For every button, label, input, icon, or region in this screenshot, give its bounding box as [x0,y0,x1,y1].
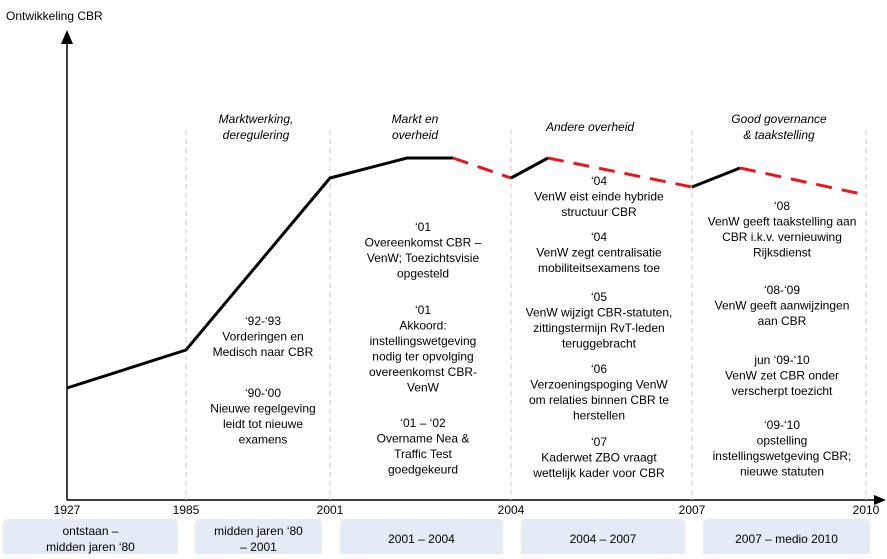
phase-label: 2001 – 2004 [388,532,455,546]
event-text: herstellen [573,409,625,423]
event-text: ‘01 – ‘02 [400,416,446,430]
period-label: Markt en [392,112,439,126]
event-text: Verzoeningspoging VenW [530,378,668,392]
event-text: ‘07 [591,435,607,449]
event-text: VenW; Toezichtsvisie [367,251,480,265]
trend-line [66,156,867,390]
event-text: VenW geeft aanwijzingen [715,299,850,313]
event-text: ‘01 [415,303,431,317]
period-label: overheid [392,128,438,142]
event-text: VenW zet CBR onder [725,369,839,383]
event-text: om relaties binnen CBR te [529,393,669,407]
year-label: 1985 [173,503,200,517]
phase-box [340,519,503,559]
event-text: Akkoord: [399,319,446,333]
event-text: VenW geeft taakstelling aan [708,215,857,229]
event-text: instellingswetgeving CBR; [713,449,852,463]
period-label: Good governance [731,112,827,126]
event-text: structuur CBR [561,205,637,219]
y-arrow [61,30,73,44]
event-text: aan CBR [758,314,807,328]
event-text: CBR i.k.v. vernieuwing [722,230,842,244]
event-text: VenW eist einde hybride [534,190,664,204]
phase-box [521,519,685,559]
event-text: nodig ter opvolging [372,350,473,364]
event-text: ‘09-‘10 [764,418,800,432]
event-text: ‘92-‘93 [245,314,281,328]
event-text: wettelijk kader voor CBR [532,466,665,480]
event-text: VenW zegt centralisatie [536,246,662,260]
period-label: & taakstelling [743,128,815,142]
phase-box [3,519,178,559]
event-text: Vorderingen en [222,330,303,344]
event-text: Rijksdienst [753,246,812,260]
event-text: VenW wijzigt CBR-statuten, [526,306,673,320]
event-text: ‘04 [591,230,607,244]
event-text: VenW [407,381,440,395]
event-text: opstelling [757,434,808,448]
event-text: overeenkomst CBR- [369,365,477,379]
period-label: Marktwerking, [219,112,294,126]
event-text: nieuwe statuten [740,465,824,479]
event-text: jun ‘09-‘10 [753,353,810,367]
period-label: Andere overheid [545,120,634,134]
event-text: Overeenkomst CBR – [365,236,482,250]
phase-label: – 2001 [240,540,277,554]
event-text: ‘06 [591,362,607,376]
event-text: ‘08 [774,199,790,213]
period-label: deregulering [223,128,290,142]
diagram-title: Ontwikkeling CBR [6,9,103,23]
year-label: 2010 [853,503,880,517]
event-text: ‘01 [415,220,431,234]
event-text: examens [239,433,288,447]
event-text: Kaderwet ZBO vraagt [541,451,657,465]
event-text: leidt tot nieuwe [223,417,303,431]
event-text: opgesteld [397,267,449,281]
event-text: verscherpt toezicht [732,384,833,398]
phase-box [703,519,870,559]
phase-label: midden jaren ‘80 [214,524,303,538]
phase-label: 2007 – medio 2010 [735,532,838,546]
year-label: 1927 [54,503,81,517]
event-text: Overname Nea & [377,432,470,446]
event-text: teruggebracht [562,337,637,351]
dividers [185,130,867,500]
event-text: Nieuwe regelgeving [210,402,315,416]
phase-label: 2004 – 2007 [570,532,637,546]
event-text: mobiliteitsexamens toe [538,261,660,275]
phase-label: midden jaren ‘80 [46,540,135,554]
event-text: ‘05 [591,290,607,304]
event-text: ‘04 [591,174,607,188]
event-text: ‘90-‘00 [245,386,281,400]
year-label: 2004 [498,503,525,517]
phase-label: ontstaan – [62,524,118,538]
year-label: 2001 [317,503,344,517]
event-text: Traffic Test [394,447,452,461]
year-label: 2007 [679,503,706,517]
event-text: instellingswetgeving [370,334,477,348]
event-text: Medisch naar CBR [213,345,314,359]
phase-box [195,519,322,559]
event-text: ‘08-‘09 [764,283,800,297]
x-arrow [874,495,886,505]
event-text: goedgekeurd [388,463,458,477]
event-text: zittingstermijn RvT-leden [533,321,664,335]
